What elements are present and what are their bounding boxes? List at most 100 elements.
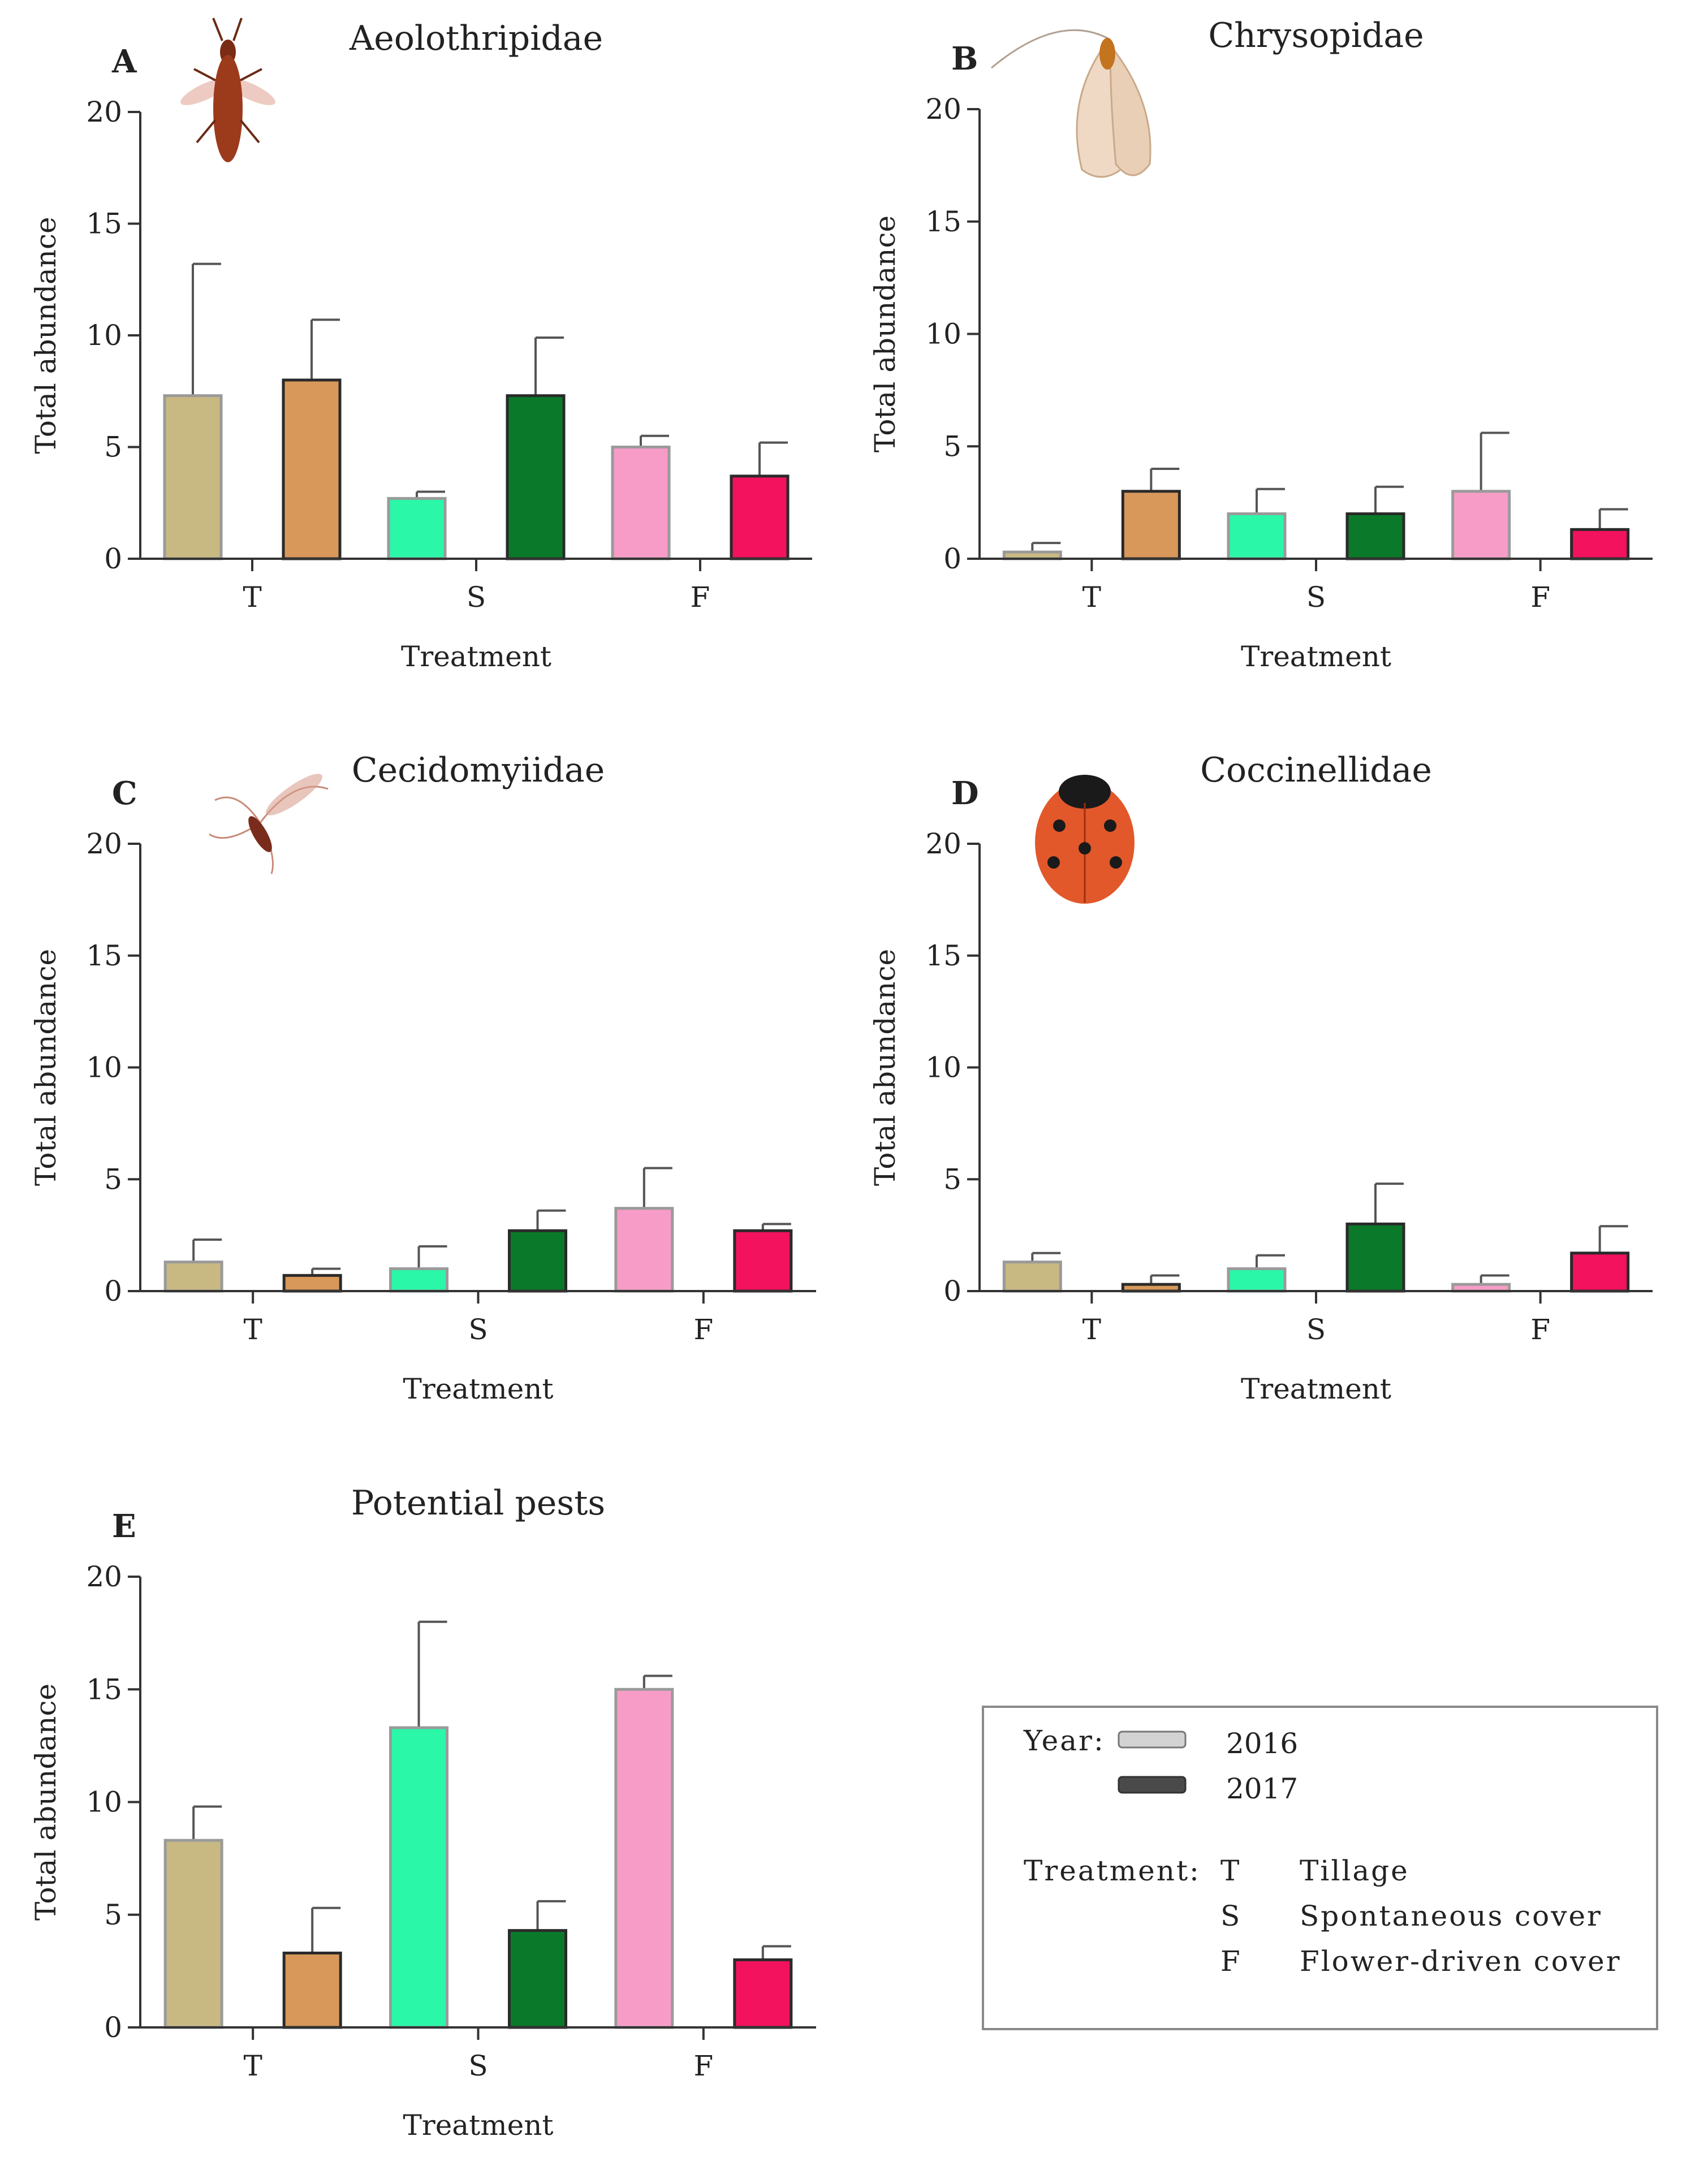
y-tick-label: 5 (943, 1163, 961, 1196)
legend-frame (982, 1706, 1658, 2030)
chart-title: Aeolothripidae (349, 19, 603, 58)
lacewing-head (1099, 38, 1115, 70)
bar-s-2016 (1227, 1267, 1287, 1293)
bar-t-2017 (282, 1951, 342, 2029)
y-tick-label: 15 (86, 208, 122, 240)
y-axis-label: Total abundance (29, 949, 62, 1186)
y-tick-label: 0 (104, 2011, 122, 2044)
bar-f-2016 (1451, 490, 1511, 560)
bar-f-2017 (730, 474, 790, 560)
panel-letter: A (111, 43, 137, 80)
x-tick-label: S (1306, 581, 1326, 614)
chart-title: Cecidomyiidae (352, 750, 605, 790)
y-tick-label: 20 (86, 1560, 122, 1593)
legend-code-t: T (1220, 1854, 1239, 1887)
legend-name-flower: Flower-driven cover (1300, 1945, 1621, 1978)
chart-panel-d: D Coccinellidae Total abundance 0 5 10 15 20 T S F… (869, 750, 1653, 1405)
x-tick-label: T (243, 581, 261, 614)
lacewing-insect-icon (991, 29, 1151, 178)
bar-t-2017 (282, 1274, 342, 1293)
y-tick-label: 15 (86, 1673, 122, 1706)
panel-letter: E (112, 1508, 136, 1545)
x-tick-label: F (693, 1313, 713, 1346)
legend-year-2016: 2016 (1226, 1727, 1298, 1760)
lacewing-wing (1109, 42, 1151, 176)
legend-code-f: F (1220, 1945, 1240, 1978)
bar-f-2016 (614, 1207, 674, 1293)
x-axis-label: Treatment (1241, 1373, 1391, 1405)
x-tick-label: F (1530, 581, 1550, 614)
bar-s-2017 (508, 1229, 567, 1293)
y-tick-label: 5 (943, 430, 961, 463)
x-tick-label: F (1530, 1313, 1550, 1346)
legend-treatment-label: Treatment: (1024, 1854, 1201, 1887)
bar-t-2017 (1121, 490, 1181, 560)
y-tick-label: 5 (104, 431, 122, 464)
bar-s-2016 (389, 1726, 448, 2029)
legend-swatch-2017 (1118, 1776, 1187, 1794)
chart-panel-c: C Cecidomyiidae Total abundance 0 5 10 15 20 T S F… (29, 750, 816, 1405)
legend-year-2017: 2017 (1226, 1772, 1298, 1805)
y-tick-label: 10 (925, 318, 961, 351)
x-tick-label: T (243, 1313, 262, 1346)
panel-letter: B (951, 40, 978, 77)
bar-t-2016 (163, 1261, 223, 1293)
thrips-legs (193, 68, 262, 144)
x-tick-label: T (1082, 1313, 1101, 1346)
bar-s-2017 (1345, 1222, 1405, 1293)
x-tick-label: S (1306, 1313, 1326, 1346)
panel-letter: C (112, 775, 137, 812)
bar-f-2017 (733, 1229, 793, 1293)
thrips-body (213, 55, 243, 162)
thrips-antenna (212, 18, 243, 41)
y-tick-label: 10 (925, 1051, 961, 1084)
bar-s-2017 (1345, 512, 1405, 560)
legend: Year: 2016 2017 Treatment: T Tillage S S… (982, 1706, 1658, 2030)
bar-f-2016 (614, 1688, 674, 2029)
y-tick-label: 0 (104, 1275, 122, 1307)
y-tick-label: 10 (86, 1786, 122, 1819)
y-tick-label: 20 (925, 93, 961, 126)
y-axis-label: Total abundance (869, 215, 902, 452)
y-tick-label: 5 (104, 1163, 122, 1196)
ladybird-spot (1053, 819, 1066, 832)
x-tick-label: F (691, 581, 710, 614)
y-tick-label: 5 (104, 1898, 122, 1931)
bar-f-2017 (1570, 1252, 1630, 1293)
x-tick-label: T (1082, 581, 1101, 614)
y-tick-label: 20 (86, 96, 122, 128)
ladybird-spot (1079, 842, 1091, 855)
ladybird-beetle-icon (1035, 775, 1135, 904)
chart-panel-a: A Aeolothripidae Total abundance 0 5 10 15 20 T S… (29, 18, 812, 673)
gall-midge-insect-icon (209, 774, 329, 874)
y-axis-label: Total abundance (29, 1684, 62, 1921)
bar-f-2017 (1570, 528, 1630, 560)
x-tick-label: T (243, 2049, 262, 2082)
y-tick-label: 20 (925, 827, 961, 860)
x-tick-label: S (468, 2049, 488, 2082)
y-tick-label: 15 (925, 939, 961, 972)
bar-f-2017 (733, 1958, 793, 2029)
legend-name-tillage: Tillage (1300, 1854, 1409, 1887)
y-axis-label: Total abundance (29, 217, 62, 454)
y-tick-label: 10 (86, 319, 122, 352)
x-axis-label: Treatment (401, 640, 551, 673)
y-axis-label: Total abundance (869, 949, 902, 1186)
panel-letter: D (951, 775, 979, 812)
legend-name-spontaneous: Spontaneous cover (1300, 1900, 1602, 1932)
midge-wing (266, 774, 322, 815)
x-tick-label: F (693, 2049, 713, 2082)
bar-t-2016 (163, 394, 223, 560)
y-tick-label: 0 (104, 542, 122, 575)
y-tick-label: 0 (943, 1275, 961, 1307)
chart-title: Potential pests (351, 1483, 605, 1523)
chart-panel-b: B Chrysopidae Total abundance 0 5 10 15 20 T S F Tr… (869, 16, 1653, 673)
bar-s-2016 (389, 1267, 448, 1293)
ladybird-head (1059, 775, 1111, 809)
legend-code-s: S (1220, 1900, 1240, 1932)
ladybird-spot (1104, 819, 1116, 832)
x-axis-label: Treatment (1241, 640, 1391, 673)
x-tick-label: S (467, 581, 486, 614)
chart-title: Coccinellidae (1200, 750, 1432, 790)
